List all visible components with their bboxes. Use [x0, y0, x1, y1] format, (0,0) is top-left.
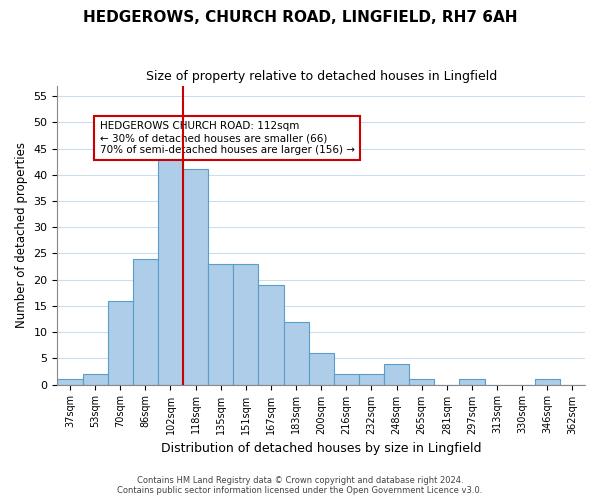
Bar [359, 374, 384, 384]
Text: Contains HM Land Registry data © Crown copyright and database right 2024.
Contai: Contains HM Land Registry data © Crown c… [118, 476, 482, 495]
Y-axis label: Number of detached properties: Number of detached properties [15, 142, 28, 328]
Bar [384, 364, 409, 384]
Bar [409, 380, 434, 384]
Bar [233, 264, 259, 384]
Bar [183, 170, 208, 384]
Bar [334, 374, 359, 384]
Bar [83, 374, 107, 384]
Title: Size of property relative to detached houses in Lingfield: Size of property relative to detached ho… [146, 70, 497, 83]
Bar [460, 380, 485, 384]
Text: HEDGEROWS CHURCH ROAD: 112sqm
← 30% of detached houses are smaller (66)
70% of s: HEDGEROWS CHURCH ROAD: 112sqm ← 30% of d… [100, 122, 355, 154]
Bar [208, 264, 233, 384]
Bar [58, 380, 83, 384]
Bar [107, 300, 133, 384]
Text: HEDGEROWS, CHURCH ROAD, LINGFIELD, RH7 6AH: HEDGEROWS, CHURCH ROAD, LINGFIELD, RH7 6… [83, 10, 517, 25]
Bar [535, 380, 560, 384]
Bar [284, 322, 308, 384]
Bar [158, 144, 183, 384]
Bar [259, 285, 284, 384]
X-axis label: Distribution of detached houses by size in Lingfield: Distribution of detached houses by size … [161, 442, 481, 455]
Bar [133, 258, 158, 384]
Bar [308, 353, 334, 384]
